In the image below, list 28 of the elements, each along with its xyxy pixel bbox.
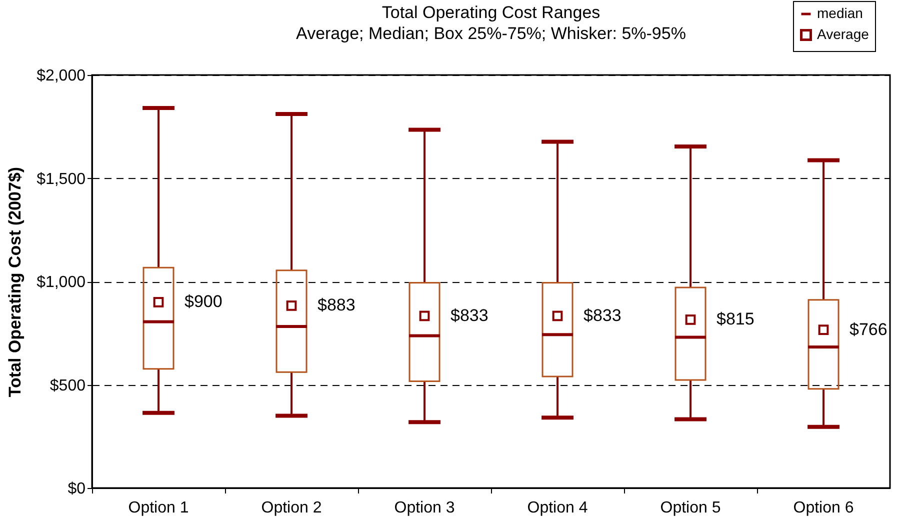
data-label: $833 [450,306,488,325]
x-tick-label: Option 6 [793,500,854,516]
x-tick-label: Option 5 [660,500,721,516]
point [419,310,430,322]
y-tick-label: $1,000 [36,274,86,291]
x-tick-label: Option 2 [261,500,322,516]
y-tick-label: $500 [50,377,86,394]
x-tick-label: Option 1 [128,500,189,516]
chart-subtitle: Average; Median; Box 25%-75%; Whisker: 5%-95% [296,24,686,43]
x-tick-label: Option 3 [394,500,455,516]
data-label: $883 [318,296,356,315]
legend-label: median [817,5,863,21]
point [286,300,297,311]
data-label: $815 [716,310,754,329]
y-tick-label: $2,000 [36,68,86,84]
data-label: $833 [584,306,622,325]
point [685,314,696,325]
point [552,310,563,322]
x-tick-label: Option 4 [527,500,588,516]
y-tick-label: $1,500 [36,170,86,188]
point [818,324,829,336]
point [153,296,164,308]
y-tick-label: $0 [68,480,86,498]
data-label: $900 [184,292,222,312]
data-label: $766 [850,320,888,339]
y-axis-title: Total Operating Cost (2007$) [6,166,25,398]
legend-label: Average [817,26,870,42]
chart-title: Total Operating Cost Ranges [382,3,600,22]
